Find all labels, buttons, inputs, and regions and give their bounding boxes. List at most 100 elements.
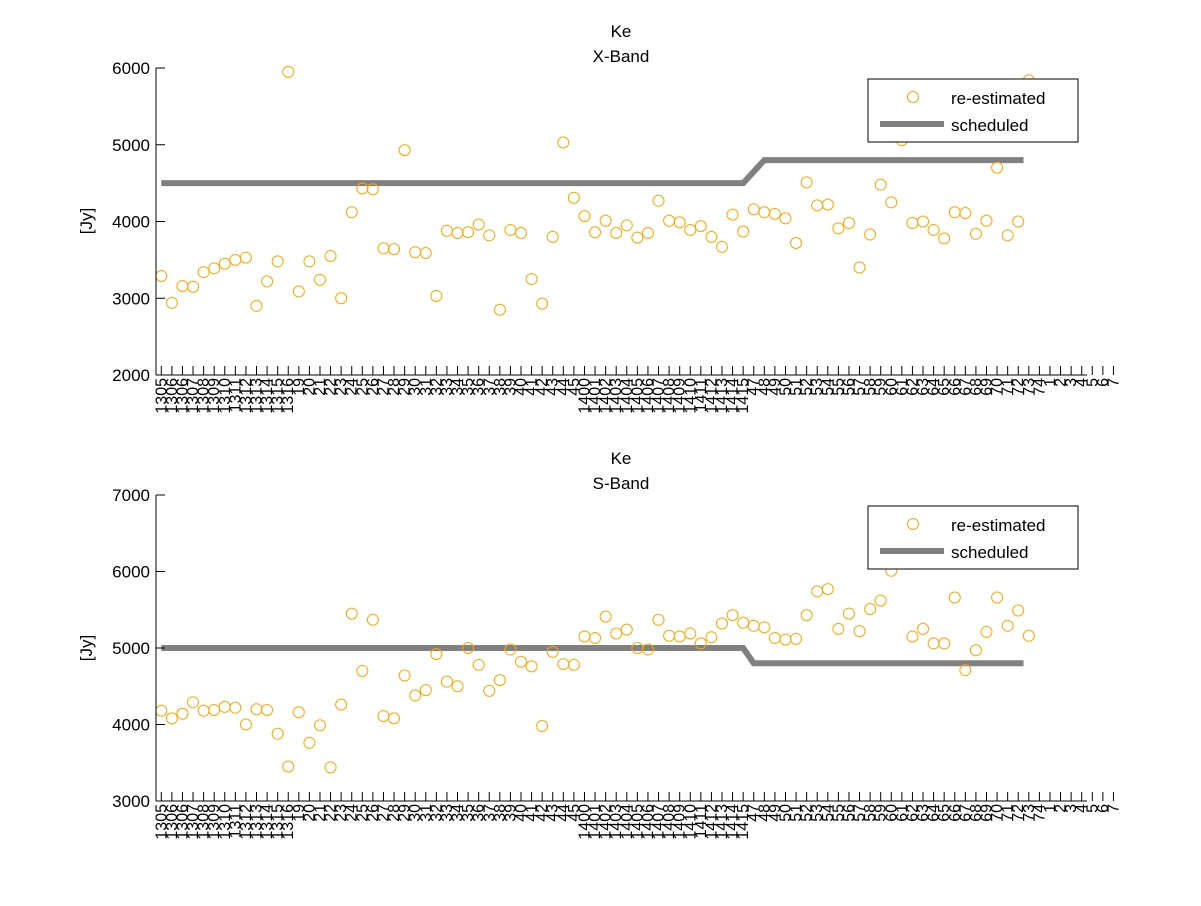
sband-x-tick-label-35: 40: [513, 804, 530, 822]
sband-legend-label-scheduled: scheduled: [951, 543, 1029, 562]
xband-x-tick-label-68: 58: [862, 378, 879, 396]
xband-x-tick-label-5: 1308: [196, 378, 213, 414]
xband-x-tick-label-33: 38: [492, 378, 509, 396]
xband-x-tick-label-41: 1400: [576, 378, 593, 414]
sband-x-tick-label-25: 30: [407, 804, 424, 822]
sband-point-22: [377, 710, 390, 723]
sband-point-25: [409, 689, 422, 702]
xband-point-28: [440, 224, 453, 237]
sband-point-74: [927, 637, 940, 650]
sband-x-tick-label-53: 1412: [703, 804, 720, 840]
xband-x-tick-label-66: 56: [841, 378, 858, 396]
sband-x-tick-label-28: 33: [439, 804, 456, 822]
xband-point-81: [1001, 229, 1014, 242]
xband-x-tick-label-57: 47: [746, 378, 763, 396]
xband-x-tick-label-67: 57: [852, 378, 869, 396]
sband-point-6: [208, 703, 221, 716]
sband-point-80: [991, 591, 1004, 604]
sband-point-7: [218, 700, 231, 713]
xband-x-tick-label-53: 1412: [703, 378, 720, 414]
sband-y-tick-label-4000: 4000: [112, 716, 150, 735]
xband-point-14: [292, 285, 305, 298]
sband-point-33: [493, 674, 506, 687]
xband-x-tick-label-80: 70: [989, 378, 1006, 396]
xband-point-69: [874, 178, 887, 191]
xband-x-tick-label-71: 61: [894, 378, 911, 396]
sband-point-35: [514, 655, 527, 668]
xband-x-tick-label-76: 66: [947, 378, 964, 396]
sband-point-13: [282, 760, 295, 773]
xband-x-tick-label-60: 50: [777, 378, 794, 396]
xband-x-tick-label-29: 34: [450, 378, 467, 396]
sband-x-tick-label-19: 24: [344, 804, 361, 822]
sband-point-52: [694, 637, 707, 650]
xband-x-tick-label-50: 1409: [672, 378, 689, 414]
xband-x-tick-label-54: 1413: [714, 378, 731, 414]
sband-x-tick-label-72: 62: [904, 804, 921, 822]
sband-x-tick-label-79: 69: [978, 804, 995, 822]
sband-x-tick-label-73: 63: [915, 804, 932, 822]
sband-x-tick-label-4: 1307: [185, 804, 202, 840]
xband-point-44: [610, 227, 623, 240]
xband-point-31: [472, 218, 485, 231]
xband-point-63: [811, 199, 824, 212]
sband-x-tick-label-56: 1415: [735, 804, 752, 840]
xband-legend-label-scheduled: scheduled: [951, 116, 1029, 135]
xband-x-tick-label-25: 30: [407, 378, 424, 396]
sband-point-21: [366, 613, 379, 626]
sband-x-tick-label-45: 1404: [619, 804, 636, 840]
sband-legend-box: [867, 505, 1079, 570]
sband-x-tick-label-48: 1407: [651, 804, 668, 840]
sband-point-9: [239, 718, 252, 731]
sband-point-81: [1001, 619, 1014, 632]
xband-point-39: [557, 136, 570, 149]
sband-point-68: [864, 602, 877, 615]
sband-x-tick-label-22: 27: [375, 804, 392, 822]
sband-legend-marker-reestimated: [907, 518, 919, 530]
xband-x-tick-label-27: 32: [428, 378, 445, 396]
sband-y-tick-label-5000: 5000: [112, 639, 150, 658]
xband-x-tick-label-90: 6: [1095, 378, 1112, 387]
xband-x-tick-label-70: 60: [883, 378, 900, 396]
xband-legend-label-reestimated: re-estimated: [951, 89, 1045, 108]
sband-x-tick-label-30: 35: [460, 804, 477, 822]
xband-point-10: [250, 299, 263, 312]
xband-x-tick-label-24: 29: [397, 378, 414, 396]
xband-point-79: [980, 214, 993, 227]
xband-x-tick-label-91: 7: [1105, 378, 1122, 387]
xband-point-43: [599, 214, 612, 227]
xband-x-tick-label-3: 1306: [174, 378, 191, 414]
xband-x-tick-label-15: 20: [301, 378, 318, 396]
sband-point-36: [525, 660, 538, 673]
xband-point-42: [589, 226, 602, 239]
xband-x-tick-label-7: 1310: [217, 378, 234, 414]
sband-point-26: [419, 684, 432, 697]
sband-point-8: [229, 701, 242, 714]
sband-x-tick-label-77: 67: [957, 804, 974, 822]
sband-point-62: [800, 609, 813, 622]
sband-x-tick-label-40: 45: [566, 804, 583, 822]
sband-x-tick-label-81: 71: [1000, 804, 1017, 822]
xband-point-12: [271, 255, 284, 268]
xband-point-55: [726, 208, 739, 221]
sband-x-tick-label-49: 1408: [661, 804, 678, 840]
xband-x-tick-label-16: 21: [312, 378, 329, 396]
sband-point-12: [271, 727, 284, 740]
sband-x-tick-label-47: 1406: [640, 804, 657, 840]
sband-x-tick-label-68: 58: [862, 804, 879, 822]
sband-x-tick-label-20: 25: [354, 804, 371, 822]
xband-point-56: [737, 225, 750, 238]
xband-title: Ke: [611, 22, 632, 41]
xband-x-tick-label-74: 64: [926, 378, 943, 396]
xband-point-36: [525, 273, 538, 286]
sband-point-64: [821, 583, 834, 596]
xband-x-tick-label-73: 63: [915, 378, 932, 396]
xband-point-34: [504, 223, 517, 236]
xband-point-22: [377, 242, 390, 255]
xband-x-tick-label-75: 65: [936, 378, 953, 396]
sband-x-tick-label-58: 48: [756, 804, 773, 822]
xband-point-24: [398, 144, 411, 157]
xband-x-tick-label-88: 4: [1074, 378, 1091, 387]
xband-point-64: [821, 198, 834, 211]
xband-x-tick-label-55: 1414: [725, 378, 742, 414]
